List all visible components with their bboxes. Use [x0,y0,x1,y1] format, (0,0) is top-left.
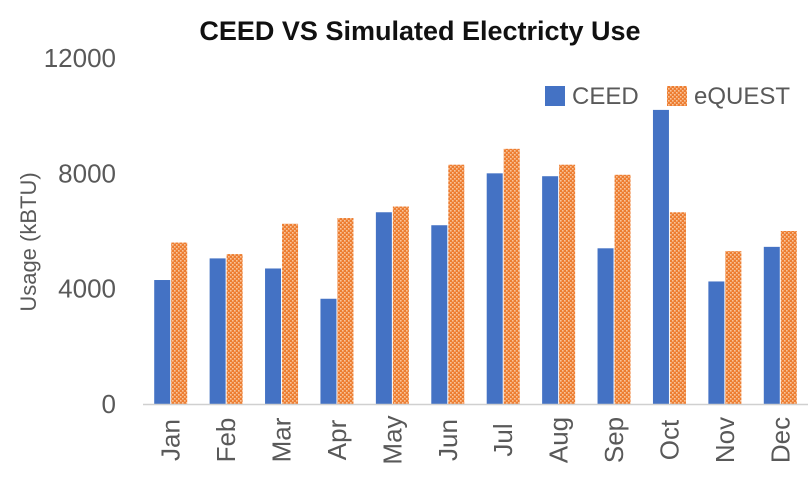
y-tick-label: 8000 [58,158,116,188]
y-axis-ticks: 0 4000 8000 12000 [44,43,116,419]
bar-ceed-apr [320,298,337,404]
x-tick-label-mar: Mar [267,417,297,462]
bar-equest-apr [337,218,354,404]
bar-ceed-feb [209,258,226,404]
x-axis-ticks: Jan Feb Mar Apr May Jun Jul Aug Sep Oct Nov Dec [156,415,796,464]
bar-ceed-may [375,212,392,404]
x-tick-label-jun: Jun [433,419,463,461]
legend-item-ceed: CEED [545,83,639,110]
bar-ceed-nov [708,281,725,404]
legend: CEED eQUEST [545,83,790,110]
bar-ceed-aug [542,176,559,404]
x-tick-label-oct: Oct [654,419,684,460]
legend-item-equest: eQUEST [667,83,790,110]
bar-ceed-jan [154,280,171,404]
bar-ceed-jul [486,173,503,404]
bar-ceed-oct [652,109,669,405]
bar-equest-jan [171,242,188,404]
bar-equest-oct [669,212,686,404]
bar-equest-nov [725,251,742,404]
x-tick-label-may: May [377,415,407,464]
y-tick-label: 12000 [44,43,116,73]
bar-equest-feb [226,254,243,404]
x-tick-label-apr: Apr [322,419,352,460]
bar-equest-aug [559,164,576,404]
bar-equest-jul [503,148,520,404]
bar-equest-dec [780,231,797,404]
x-tick-label-jan: Jan [156,419,186,461]
bar-ceed-sep [597,248,614,404]
x-tick-label-feb: Feb [211,418,241,463]
x-tick-label-nov: Nov [710,417,740,463]
x-tick-label-jul: Jul [488,423,518,456]
bar-equest-sep [614,174,631,404]
legend-swatch-equest [667,86,687,106]
x-tick-label-dec: Dec [765,417,795,463]
bar-ceed-mar [265,268,282,404]
y-tick-label: 4000 [58,274,116,304]
bar-equest-jun [448,164,465,404]
legend-label-ceed: CEED [572,83,639,110]
legend-swatch-ceed [545,86,565,106]
y-tick-label: 0 [102,389,116,419]
x-tick-label-sep: Sep [599,417,629,463]
legend-label-equest: eQUEST [694,83,790,110]
y-axis-label: Usage (kBTU) [16,172,41,311]
bar-equest-mar [282,223,299,404]
bar-equest-may [392,206,409,404]
bars [154,109,797,405]
bar-ceed-dec [763,246,780,404]
x-tick-label-aug: Aug [544,417,574,463]
bar-ceed-jun [431,225,448,404]
chart-title: CEED VS Simulated Electricty Use [199,16,640,46]
